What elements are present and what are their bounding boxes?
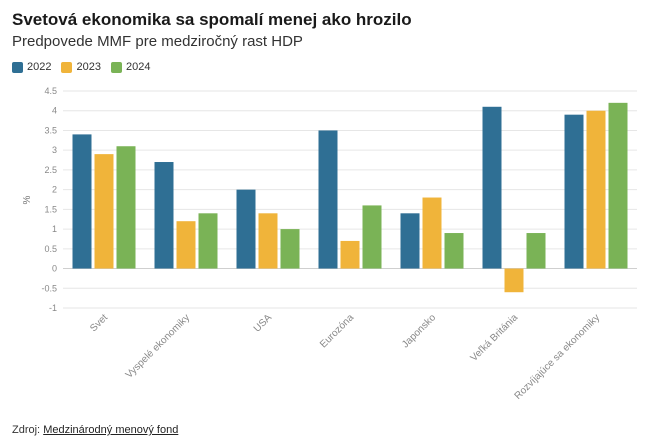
bar-2024 — [444, 233, 464, 269]
chart-subtitle: Predpovede MMF pre medziročný rast HDP — [12, 33, 303, 50]
bar-2023 — [340, 240, 360, 269]
y-tick-label: 0 — [52, 264, 57, 274]
x-tick-label: Eurozóna — [318, 312, 356, 350]
chart-title: Svetová ekonomika sa spomalí menej ako h… — [12, 10, 412, 29]
bar-2022 — [236, 189, 256, 269]
bar-2022 — [318, 130, 338, 269]
y-tick-label: 0.5 — [44, 244, 57, 254]
y-tick-label: 1 — [52, 224, 57, 234]
y-tick-label: 3.5 — [44, 125, 57, 135]
bar-2023 — [176, 221, 196, 269]
legend-label: 2023 — [76, 61, 101, 73]
legend-swatch — [12, 61, 23, 73]
bar-2022 — [154, 162, 174, 269]
bar-2022 — [400, 213, 420, 269]
source-link[interactable]: Medzinárodný menový fond — [43, 424, 179, 436]
source-prefix: Zdroj: — [12, 424, 41, 436]
bar-chart: 4.5 4 3.5 3 2.5 2 1.5 1 0.5 0 -0.5 -1% Svet Vyspelé e… — [22, 86, 637, 402]
y-tick-label: 2 — [52, 185, 57, 195]
legend-label: 2024 — [125, 61, 151, 73]
legend-label: 2022 — [27, 61, 52, 73]
y-tick-label: 2.5 — [44, 165, 57, 175]
bar-2024 — [198, 213, 218, 269]
x-tick-label: USA — [252, 312, 275, 335]
source-line: Zdroj: Medzinárodný menový fond — [12, 424, 178, 436]
bar-2022 — [482, 106, 502, 269]
bar-2022 — [564, 114, 584, 269]
legend-item-2024: 2024 — [110, 61, 151, 73]
bar-2024 — [116, 146, 136, 269]
x-tick-label: Veľká Británia — [469, 312, 521, 364]
bar-2023 — [504, 268, 524, 293]
legend-swatch — [61, 61, 73, 73]
x-tick-label: Svet — [88, 312, 110, 334]
bar-2024 — [280, 229, 300, 269]
legend: 2022 2023 2024 — [12, 61, 150, 73]
bar-2023 — [586, 110, 606, 269]
legend-item-2022: 2022 — [12, 61, 51, 73]
y-axis-label: % — [22, 195, 33, 204]
bar-2023 — [258, 213, 278, 269]
bar-2024 — [362, 205, 382, 269]
legend-swatch — [110, 61, 122, 73]
bar-2024 — [526, 233, 546, 269]
y-tick-label: 3 — [52, 145, 57, 155]
legend-item-2023: 2023 — [61, 61, 101, 73]
y-tick-label: -1 — [49, 303, 57, 313]
bar-2022 — [72, 134, 92, 269]
y-tick-label: 1.5 — [44, 204, 57, 214]
y-tick-label: -0.5 — [41, 283, 57, 293]
x-tick-label: Vyspelé ekonomiky — [124, 312, 192, 380]
y-tick-label: 4 — [52, 106, 57, 116]
x-tick-label: Rozvíjajúce sa ekonomiky — [513, 312, 603, 402]
x-tick-label: Japonsko — [400, 312, 438, 350]
bar-2023 — [94, 154, 114, 269]
bar-2024 — [608, 102, 628, 269]
y-tick-label: 4.5 — [44, 86, 57, 96]
bar-2023 — [422, 197, 442, 269]
